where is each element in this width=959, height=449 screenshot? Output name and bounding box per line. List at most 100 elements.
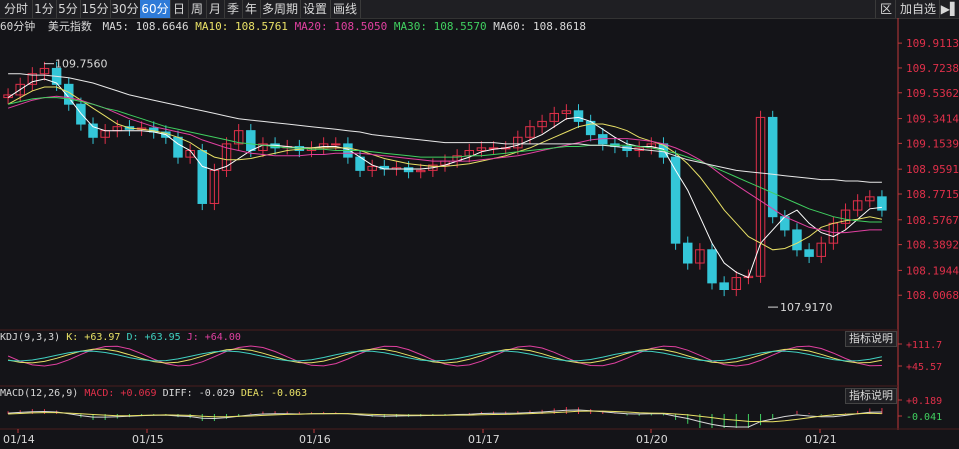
y-tick-label-5: 108.9591 xyxy=(906,163,959,176)
kdj-tick-label-1: +45.57 xyxy=(906,362,942,373)
candle-body-39 xyxy=(476,147,487,152)
period-tab-9[interactable]: 季 xyxy=(224,0,243,18)
ma5-line xyxy=(7,78,882,279)
macd-tick-label-0: +0.189 xyxy=(906,396,942,407)
period-tab-5[interactable]: 60分 xyxy=(140,0,171,18)
kdj-j: J: +64.00 xyxy=(186,332,241,343)
macd-explain-button[interactable]: 指标说明 xyxy=(845,388,897,404)
candle-body-19 xyxy=(233,130,244,145)
period-tab-10[interactable]: 年 xyxy=(242,0,261,18)
ma-info-line: 60分钟 美元指数 MA5: 108.6646 MA10: 108.5761 M… xyxy=(0,19,586,35)
y-tick-label-0: 109.9113 xyxy=(906,37,959,50)
candle-body-58 xyxy=(707,249,717,284)
y-tick-label-9: 108.1944 xyxy=(906,264,959,277)
macd-dea-line xyxy=(8,410,882,423)
y-tick-label-10: 108.0068 xyxy=(906,289,959,302)
kdj-explain-button[interactable]: 指标说明 xyxy=(845,331,897,347)
candle-body-57 xyxy=(695,249,705,264)
zone-button[interactable]: 区 xyxy=(875,0,896,18)
candle-body-7 xyxy=(88,123,98,138)
ma10-value: MA10: 108.5761 xyxy=(195,20,288,33)
candle-body-20 xyxy=(246,130,256,152)
candle-body-14 xyxy=(173,136,183,158)
candle-body-27 xyxy=(331,143,341,146)
y-tick-label-8: 108.3892 xyxy=(906,239,959,252)
period-toolbar: 分时 1分 5分 15分 30分 60分日周月季年多周期 设置 画线区加自选 ▶▌ xyxy=(0,0,959,19)
candle-body-16 xyxy=(197,150,208,204)
candle-body-5 xyxy=(64,83,74,105)
period-tab-7[interactable]: 周 xyxy=(188,0,207,18)
y-tick-label-2: 109.5362 xyxy=(906,87,959,100)
macd-value: MACD: +0.069 xyxy=(84,388,157,399)
kdj-k: K: +63.97 xyxy=(66,332,121,343)
candle-body-2 xyxy=(27,73,38,85)
y-tick-label-7: 108.5767 xyxy=(906,214,959,227)
candle-body-66 xyxy=(804,249,814,257)
kdj-label: KDJ(9,3,3) xyxy=(0,332,61,343)
add-watchlist-button[interactable]: 加自选 xyxy=(895,0,940,18)
candle-body-55 xyxy=(670,156,681,244)
candle-body-44 xyxy=(537,120,547,128)
period-tab-12[interactable]: 设置 xyxy=(300,0,331,18)
x-tick-label-2: 01/16 xyxy=(299,433,331,446)
ma60-line xyxy=(8,73,882,183)
candle-body-59 xyxy=(719,282,729,290)
candle-body-67 xyxy=(816,242,826,257)
ma30-line xyxy=(7,97,882,223)
instrument-name: 美元指数 xyxy=(47,20,92,33)
candle-body-18 xyxy=(221,143,232,171)
ma20-line xyxy=(7,95,882,234)
candle-body-3 xyxy=(39,67,50,75)
candle-body-45 xyxy=(549,112,559,122)
candle-body-0 xyxy=(3,94,13,99)
macd-diff-line xyxy=(8,409,882,428)
high-marker-label: 109.7560 xyxy=(55,58,108,71)
collapse-panel-button[interactable]: ▶▌ xyxy=(939,0,959,18)
candle-body-34 xyxy=(415,169,426,173)
y-tick-label-4: 109.1539 xyxy=(906,137,959,150)
candle-body-71 xyxy=(865,196,875,202)
period-label: 60分钟 xyxy=(0,20,36,33)
candle-body-1 xyxy=(15,83,25,96)
candle-body-46 xyxy=(561,110,572,114)
kdj-d: D: +63.95 xyxy=(126,332,181,343)
low-marker-label: 107.9170 xyxy=(780,301,833,314)
kdj-j-line xyxy=(7,345,882,367)
x-tick-label-4: 01/20 xyxy=(636,433,668,446)
candle-body-42 xyxy=(513,136,523,149)
candle-body-64 xyxy=(780,216,790,231)
macd-tick-label-1: -0.041 xyxy=(906,412,942,423)
candle-body-56 xyxy=(682,242,693,264)
period-tab-3[interactable]: 15分 xyxy=(80,0,111,18)
y-tick-label-6: 108.7715 xyxy=(906,188,959,201)
period-tab-2[interactable]: 5分 xyxy=(56,0,81,18)
candle-body-33 xyxy=(403,167,414,173)
candle-body-70 xyxy=(852,200,863,211)
candle-body-69 xyxy=(840,209,851,224)
candle-body-30 xyxy=(367,165,377,171)
candle-body-65 xyxy=(792,229,802,251)
candle-body-47 xyxy=(573,110,584,122)
period-tab-6[interactable]: 日 xyxy=(170,0,189,18)
ma60-value: MA60: 108.8618 xyxy=(493,20,586,33)
candle-body-60 xyxy=(731,277,742,290)
period-tab-11[interactable]: 多周期 xyxy=(260,0,301,18)
kdj-d-line xyxy=(8,350,883,362)
x-tick-label-1: 01/15 xyxy=(132,433,164,446)
period-tab-1[interactable]: 1分 xyxy=(32,0,57,18)
kdj-k-line xyxy=(8,348,882,364)
macd-dea: DEA: -0.063 xyxy=(240,388,308,399)
kdj-info-line: KDJ(9,3,3) K: +63.97 D: +63.95 J: +64.00 xyxy=(0,331,241,345)
ma5-value: MA5: 108.6646 xyxy=(102,20,189,33)
macd-info-line: MACD(12,26,9) MACD: +0.069 DIFF: -0.029 … xyxy=(0,387,307,401)
period-tab-8[interactable]: 月 xyxy=(206,0,225,18)
ma20-value: MA20: 108.5050 xyxy=(294,20,388,33)
candle-body-62 xyxy=(755,116,766,277)
period-tab-0[interactable]: 分时 xyxy=(0,0,33,18)
y-tick-label-1: 109.7238 xyxy=(906,62,959,75)
x-tick-label-3: 01/17 xyxy=(468,433,500,446)
y-tick-label-3: 109.3414 xyxy=(906,113,959,126)
macd-diff: DIFF: -0.029 xyxy=(162,388,235,399)
period-tab-13[interactable]: 画线 xyxy=(330,0,361,18)
